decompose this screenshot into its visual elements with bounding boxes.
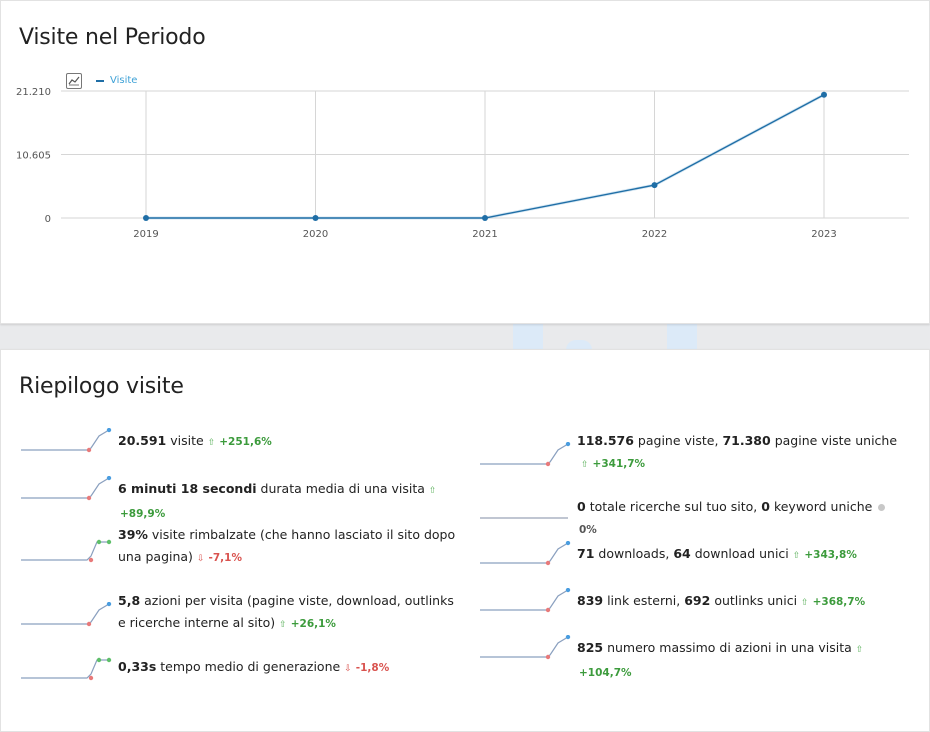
change-value: +341,7% [592, 458, 646, 470]
change-indicator: 0% [577, 499, 889, 536]
metric-label: visite rimbalzate (che hanno lasciato il… [118, 527, 456, 564]
arrow-up-icon: ⇧ [801, 598, 809, 608]
neutral-dot-icon [878, 504, 886, 511]
metric-label: totale ricerche sul tuo sito, [589, 499, 758, 514]
x-tick-label: 2021 [472, 229, 497, 240]
change-indicator: ⇧ +368,7% [797, 593, 865, 608]
arrow-up-icon: ⇧ [792, 551, 801, 561]
metric-label-secondary: pagine viste uniche [774, 433, 898, 448]
chart-type-icon[interactable] [66, 73, 82, 89]
change-value: +368,7% [812, 596, 866, 608]
metric-value: 825 [577, 640, 604, 655]
change-value: +89,9% [120, 508, 166, 520]
change-value: +104,7% [579, 667, 632, 679]
metric-value-secondary: 71.380 [722, 433, 771, 448]
visits-period-card: Visite nel Periodo Visite 21.210 10.605 0 2… [0, 0, 930, 324]
data-point [821, 91, 827, 98]
change-indicator: ⇧ +341,7% [577, 455, 645, 470]
sparkline [21, 657, 112, 681]
metric-value: 0 [577, 499, 586, 514]
y-tick-label: 21.210 [16, 87, 51, 98]
change-value: -7,1% [208, 552, 242, 564]
metric-value: 39% [118, 527, 148, 542]
arrow-up-icon: ⇧ [207, 438, 216, 448]
metric-label: pagine viste, [637, 433, 719, 448]
metric-label: azioni per visita (pagine viste, downloa… [118, 593, 454, 630]
metric-value: 6 minuti 18 secondi [118, 481, 257, 496]
change-indicator: ⇩ -7,1% [193, 549, 242, 564]
metric-value: 71 [577, 546, 595, 561]
metric-label: downloads, [598, 546, 670, 561]
visits-summary-card: Riepilogo visite 20.591 visite ⇧ +251,6% 6 … [0, 349, 930, 732]
change-indicator: ⇧ +89,9% [118, 481, 438, 520]
metric-value-secondary: 0 [761, 499, 770, 514]
change-value: 0% [579, 524, 597, 536]
chart-legend[interactable]: Visite [96, 75, 137, 86]
metric-value: 5,8 [118, 593, 141, 608]
data-point [651, 182, 658, 189]
metric-value-secondary: 692 [684, 593, 711, 608]
arrow-up-icon: ⇧ [428, 486, 437, 496]
arrow-up-icon: ⇧ [279, 620, 287, 630]
data-point [143, 215, 149, 221]
metric-label-secondary: keyword uniche [773, 499, 873, 514]
change-indicator: ⇧ +26,1% [275, 615, 336, 630]
change-value: +251,6% [219, 436, 272, 448]
x-tick-label: 2022 [642, 229, 667, 240]
arrow-up-icon: ⇧ [855, 645, 864, 655]
arrow-down-icon: ⇩ [344, 664, 352, 674]
sparkline [480, 540, 571, 566]
legend-swatch [96, 79, 104, 82]
legend-label: Visite [110, 75, 138, 86]
change-indicator: ⇩ -1,8% [340, 659, 389, 674]
data-point [312, 215, 319, 221]
visits-period-title: Visite nel Periodo [19, 25, 206, 50]
metric-label: visite [170, 433, 204, 448]
sparkline [21, 475, 112, 501]
arrow-down-icon: ⇩ [196, 554, 205, 564]
x-tick-label: 2019 [133, 229, 158, 240]
metric-label-secondary: outlinks unici [714, 593, 798, 608]
sparkline [480, 517, 568, 519]
x-tick-label: 2023 [811, 229, 836, 240]
change-value: +26,1% [290, 618, 336, 630]
arrow-up-icon: ⇧ [581, 460, 589, 470]
y-tick-label: 10.605 [16, 151, 51, 162]
metric-value: 20.591 [118, 433, 167, 448]
metric-value-secondary: 64 [673, 546, 691, 561]
change-indicator: ⇧ +104,7% [577, 640, 865, 679]
metric-label: tempo medio di generazione [160, 659, 341, 674]
metric-label-secondary: download unici [694, 546, 789, 561]
sparkline [21, 601, 112, 627]
change-indicator: ⇧ +343,8% [789, 546, 857, 561]
x-tick-label: 2020 [303, 229, 328, 240]
sparkline [21, 539, 112, 563]
sparkline [480, 441, 571, 467]
metric-label: durata media di una visita [260, 481, 425, 496]
summary-title: Riepilogo visite [19, 374, 184, 399]
change-value: -1,8% [355, 662, 390, 674]
visits-line-chart: 21.210 10.605 0 2019 2020 2021 2022 2023 [16, 87, 909, 240]
sparkline [480, 634, 571, 660]
data-point [482, 215, 488, 221]
metric-value: 839 [577, 593, 604, 608]
change-value: +343,8% [804, 549, 857, 561]
metric-value: 118.576 [577, 433, 634, 448]
change-indicator: ⇧ +251,6% [204, 433, 272, 448]
metric-value: 0,33s [118, 659, 157, 674]
sparkline [480, 587, 571, 613]
metric-label: link esterni, [607, 593, 681, 608]
y-tick-label: 0 [45, 214, 51, 225]
sparkline [21, 427, 112, 453]
metric-label: numero massimo di azioni in una visita [607, 640, 852, 655]
